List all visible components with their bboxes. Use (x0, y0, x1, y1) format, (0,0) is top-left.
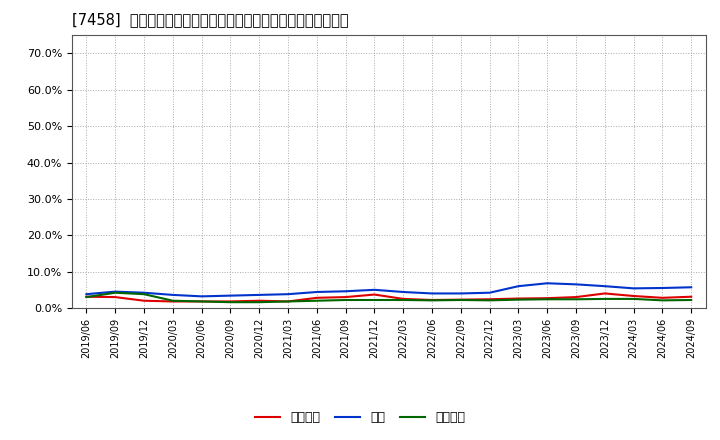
売上債権 (312, 295, 321, 301)
Legend: 売上債権, 在庫, 買入債務: 売上債権, 在庫, 買入債務 (250, 407, 470, 429)
買入債務 (543, 297, 552, 302)
買入債務 (111, 290, 120, 295)
在庫 (312, 290, 321, 295)
売上債権 (197, 299, 206, 304)
買入債務 (226, 300, 235, 305)
在庫 (572, 282, 580, 287)
買入債務 (399, 297, 408, 303)
売上債権 (341, 294, 350, 300)
在庫 (456, 291, 465, 296)
買入債務 (428, 298, 436, 303)
在庫 (255, 292, 264, 297)
売上債権 (543, 296, 552, 301)
買入債務 (572, 297, 580, 302)
買入債務 (456, 297, 465, 303)
在庫 (370, 287, 379, 293)
在庫 (82, 292, 91, 297)
売上債権 (140, 298, 148, 303)
売上債権 (629, 293, 638, 299)
在庫 (600, 283, 609, 289)
在庫 (284, 292, 292, 297)
買入債務 (370, 297, 379, 303)
買入債務 (82, 294, 91, 300)
在庫 (197, 294, 206, 299)
在庫 (341, 289, 350, 294)
売上債権 (687, 294, 696, 299)
在庫 (514, 283, 523, 289)
売上債権 (600, 291, 609, 296)
売上債権 (226, 299, 235, 304)
売上債権 (658, 295, 667, 301)
在庫 (111, 289, 120, 294)
買入債務 (687, 297, 696, 303)
買入債務 (255, 300, 264, 305)
買入債務 (514, 297, 523, 302)
Line: 買入債務: 買入債務 (86, 293, 691, 302)
Line: 在庫: 在庫 (86, 283, 691, 297)
在庫 (140, 290, 148, 295)
売上債権 (168, 299, 177, 304)
売上債権 (485, 297, 494, 302)
在庫 (629, 286, 638, 291)
買入債務 (140, 292, 148, 297)
在庫 (399, 290, 408, 295)
買入債務 (658, 298, 667, 303)
買入債務 (197, 299, 206, 304)
Line: 売上債権: 売上債権 (86, 293, 691, 301)
売上債権 (255, 298, 264, 303)
在庫 (168, 292, 177, 297)
在庫 (543, 281, 552, 286)
売上債権 (399, 296, 408, 301)
買入債務 (629, 296, 638, 301)
Text: [7458]  売上債権、在庫、買入債務の総資産に対する比率の推移: [7458] 売上債権、在庫、買入債務の総資産に対する比率の推移 (72, 12, 348, 27)
買入債務 (284, 299, 292, 304)
買入債務 (312, 298, 321, 303)
売上債権 (572, 294, 580, 300)
買入債務 (600, 296, 609, 301)
買入債務 (485, 298, 494, 303)
売上債権 (514, 296, 523, 301)
売上債権 (370, 292, 379, 297)
在庫 (428, 291, 436, 296)
買入債務 (341, 297, 350, 303)
売上債権 (456, 297, 465, 302)
買入債務 (168, 298, 177, 303)
売上債権 (428, 297, 436, 303)
売上債権 (111, 294, 120, 300)
在庫 (226, 293, 235, 298)
売上債権 (82, 294, 91, 299)
在庫 (687, 285, 696, 290)
在庫 (658, 286, 667, 291)
在庫 (485, 290, 494, 295)
売上債権 (284, 299, 292, 304)
